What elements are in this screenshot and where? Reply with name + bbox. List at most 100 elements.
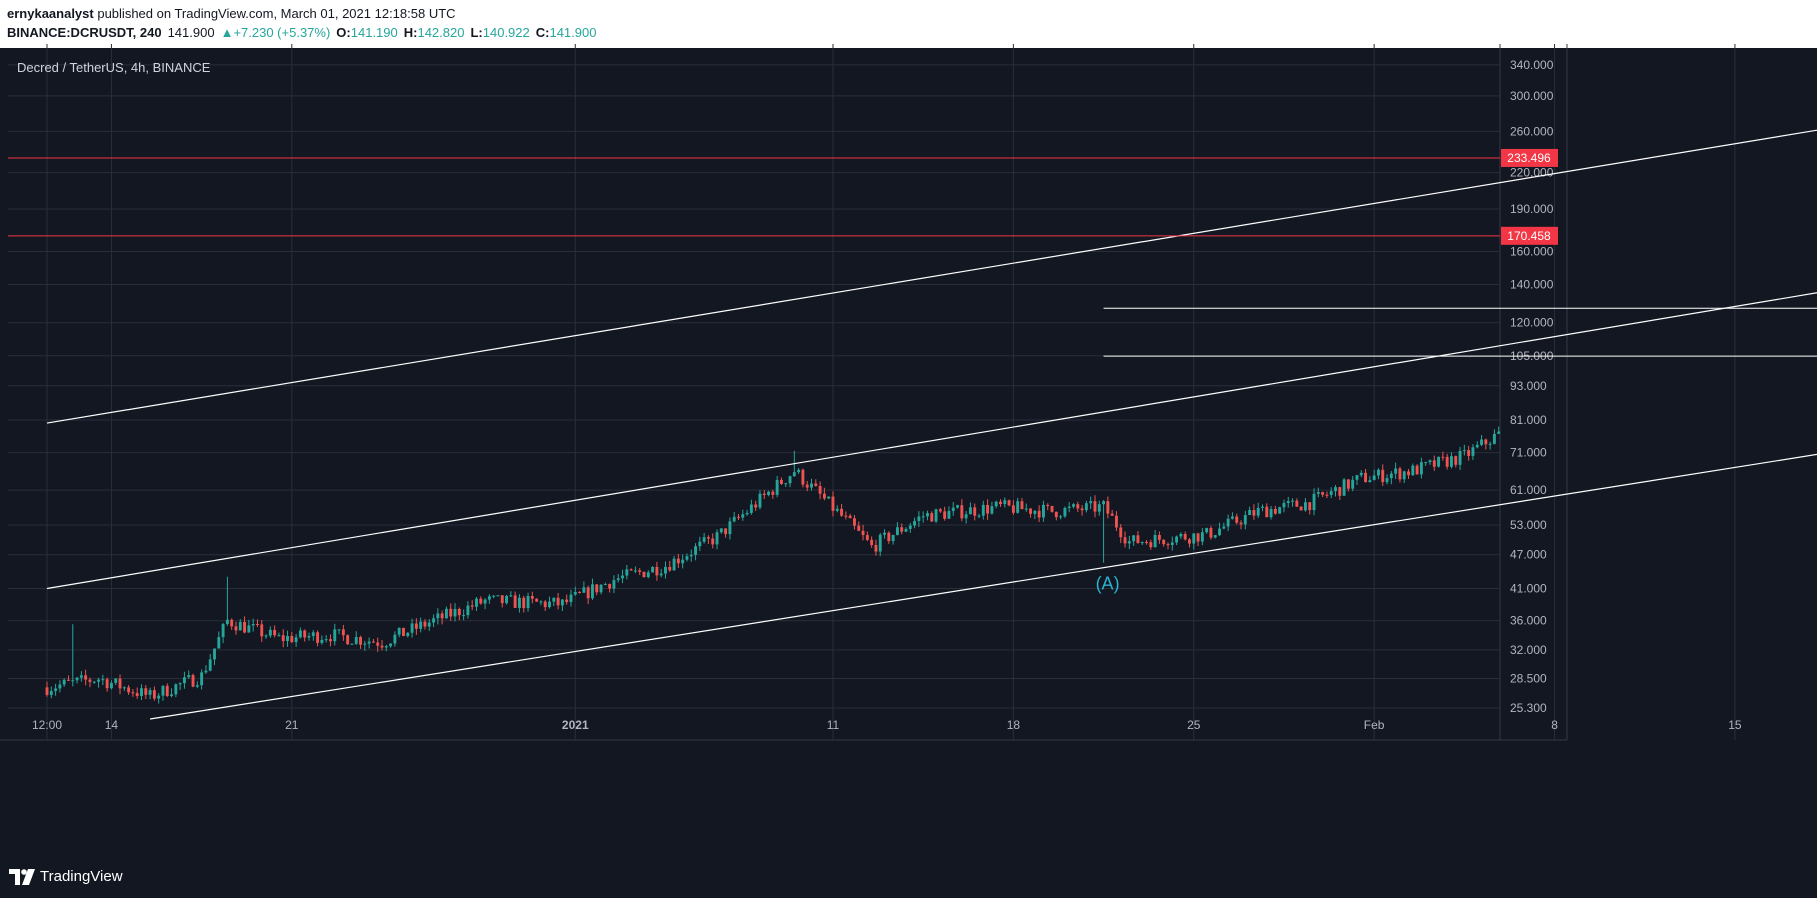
- candle-body: [49, 690, 53, 695]
- candle-body: [865, 535, 869, 540]
- candle-body: [1218, 528, 1221, 536]
- candle-body: [127, 687, 131, 693]
- candle-body: [1110, 513, 1114, 516]
- candle-body: [1157, 534, 1161, 540]
- candle-body: [1291, 500, 1294, 502]
- candle-body: [174, 684, 178, 695]
- time-tick-label: 25: [1187, 718, 1201, 732]
- candle-body: [1368, 480, 1372, 483]
- candle-body: [1205, 528, 1209, 533]
- candle-body: [354, 637, 358, 644]
- candle-body: [243, 622, 247, 633]
- candle-body: [518, 597, 521, 608]
- candle-body: [178, 683, 182, 685]
- candle-body: [1321, 492, 1325, 495]
- candle-body: [466, 605, 470, 616]
- candle-body: [814, 483, 818, 486]
- candle-body: [152, 690, 156, 699]
- candle-body: [754, 504, 758, 508]
- price-tick-label: 190.000: [1510, 202, 1554, 216]
- candle-body: [960, 505, 964, 519]
- resistance-price-badge: [1501, 226, 1558, 245]
- price-tick-label: 41.000: [1510, 582, 1547, 596]
- candle-body: [251, 623, 255, 626]
- price-change: ▲+7.230 (+5.37%): [220, 25, 331, 40]
- candle-body: [277, 635, 281, 637]
- candle-body: [775, 479, 779, 495]
- candle-body: [1488, 443, 1492, 445]
- candle-body: [350, 643, 354, 645]
- candle-body: [1256, 507, 1260, 516]
- candle-body: [213, 648, 216, 660]
- candle-body: [1046, 504, 1050, 506]
- candle-body: [423, 621, 427, 627]
- candle-body: [509, 595, 513, 597]
- candle-body: [406, 632, 410, 637]
- candle-body: [1089, 501, 1093, 504]
- candle-body: [981, 504, 985, 516]
- candle-body: [1033, 510, 1037, 514]
- candle-body: [1286, 501, 1290, 504]
- candle-body: [1454, 456, 1458, 465]
- candle-body: [225, 619, 229, 625]
- candle-body: [436, 613, 440, 619]
- channel-line-middle: [46, 292, 1817, 590]
- candle-body: [638, 570, 642, 572]
- tradingview-brand[interactable]: TradingView: [40, 868, 123, 885]
- candle-body: [1282, 503, 1286, 508]
- candle-body: [1377, 469, 1380, 476]
- candle-body: [410, 623, 414, 633]
- candle-body: [1402, 471, 1406, 480]
- candle-body: [990, 506, 994, 514]
- candle-body: [724, 528, 728, 535]
- candle-body: [500, 595, 504, 604]
- candle-body: [818, 485, 822, 494]
- close-value: 141.900: [549, 25, 597, 40]
- candle-body: [414, 623, 418, 629]
- candle-body: [599, 584, 603, 593]
- candle-body: [1458, 450, 1462, 465]
- candle-body: [1372, 475, 1376, 481]
- candle-body: [496, 595, 500, 597]
- candle-body: [1072, 504, 1075, 507]
- time-tick-label: 21: [285, 718, 299, 732]
- candle-body: [234, 626, 238, 631]
- candle-body: [1106, 501, 1110, 514]
- candle-body: [341, 629, 345, 636]
- candle-body: [672, 558, 676, 571]
- candle-body: [221, 624, 225, 638]
- candle-body: [1398, 468, 1402, 480]
- author-name[interactable]: ernykaanalyst: [7, 6, 94, 21]
- candle-body: [1041, 504, 1045, 518]
- candle-body: [58, 684, 62, 689]
- candle-body: [320, 639, 324, 643]
- candle-body: [1445, 456, 1449, 467]
- candle-body: [840, 508, 844, 516]
- candle-body: [560, 599, 564, 606]
- candle-body: [522, 597, 526, 609]
- candle-body: [986, 504, 990, 514]
- candle-body: [1192, 533, 1196, 544]
- candle-body: [1076, 504, 1080, 509]
- candle-body: [483, 599, 487, 604]
- candle-body: [1170, 542, 1174, 546]
- time-tick-label: 12:00: [32, 718, 62, 732]
- candle-body: [994, 501, 998, 507]
- candle-body: [92, 681, 96, 683]
- resistance-price-label: 233.496: [1507, 151, 1551, 165]
- footer-bar: TradingView: [0, 856, 1817, 898]
- candle-body: [294, 637, 298, 643]
- candle-body: [1261, 506, 1264, 508]
- tradingview-logo-icon[interactable]: [8, 868, 36, 886]
- candle-body: [393, 634, 397, 644]
- candle-body: [595, 584, 599, 593]
- candle-body: [1067, 506, 1071, 508]
- candle-body: [1437, 456, 1441, 467]
- candle-body: [1419, 462, 1423, 475]
- candle-body: [1054, 511, 1058, 518]
- candle-body: [1200, 532, 1204, 542]
- candle-body: [114, 678, 118, 683]
- candle-body: [1273, 508, 1277, 514]
- price-chart[interactable]: 25.300 28.500 32.000 36.000 41.000 47.000 53.0…: [0, 0, 1817, 856]
- candle-body: [1136, 535, 1140, 544]
